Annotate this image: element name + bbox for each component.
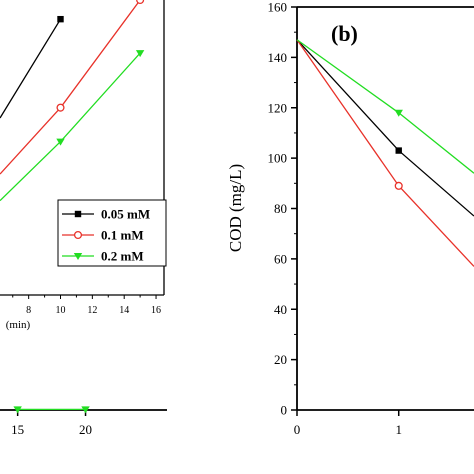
legend-marker-0-2-mm bbox=[73, 253, 83, 260]
inset-line-0-1-mm bbox=[0, 0, 141, 175]
panel-b-point-0-2-mm bbox=[394, 109, 403, 117]
panel-b-y-tick-label: 120 bbox=[268, 100, 288, 115]
legend-marker-0-1-mm bbox=[73, 230, 83, 240]
inset-x-tick-label: 16 bbox=[151, 305, 161, 316]
legend-label-0-05-mm: 0.05 mM bbox=[101, 207, 150, 222]
bottom-left-point-series bbox=[81, 406, 90, 414]
panel-b-x-tick-label: 0 bbox=[294, 422, 301, 437]
inset-point-0-05-mm bbox=[57, 15, 64, 23]
legend-marker-0-05-mm bbox=[74, 210, 82, 218]
inset-point-0-2-mm bbox=[135, 50, 145, 58]
panel-b-line-0-1-mm bbox=[296, 39, 474, 267]
legend-label-0-1-mm: 0.1 mM bbox=[101, 228, 144, 243]
inset-x-tick-label: 14 bbox=[119, 305, 129, 316]
legend-label-0-2-mm: 0.2 mM bbox=[101, 249, 144, 264]
series-markers bbox=[13, 0, 403, 414]
inset-line-0-05-mm bbox=[0, 18, 62, 119]
inset-point-0-2-mm bbox=[56, 138, 65, 146]
panel-b-line-0-2-mm bbox=[296, 39, 474, 174]
panel-b-point-0-1-mm bbox=[394, 181, 403, 190]
inset-legend: 0.05 mM 0.1 mM 0.2 mM bbox=[57, 199, 167, 267]
panel-b-y-tick-label: 100 bbox=[268, 151, 288, 166]
panel-b-y-tick-label: 140 bbox=[268, 50, 288, 65]
panel-b-x-tick-label: 1 bbox=[395, 422, 402, 437]
panel-b-y-tick-label: 20 bbox=[274, 352, 287, 367]
panel-b-y-axis-label: COD (mg/L) bbox=[226, 164, 245, 252]
panel-b-y-tick-label: 160 bbox=[268, 0, 288, 15]
panel-b-label: (b) bbox=[331, 21, 358, 46]
panel-b-y-tick-label: 60 bbox=[274, 251, 287, 266]
inset-x-tick-label: 10 bbox=[56, 305, 66, 316]
inset-point-0-1-mm bbox=[56, 103, 65, 112]
panel-b-y-tick-label: 40 bbox=[274, 302, 287, 317]
inset-line-0-2-mm bbox=[0, 52, 141, 202]
panel-b-point-0-05-mm bbox=[395, 147, 402, 154]
inset-point-0-1-mm bbox=[136, 0, 145, 5]
inset-x-tick-label: 8 bbox=[26, 305, 31, 316]
inset-x-tick-label: 12 bbox=[87, 305, 97, 316]
panel-b-line-0-05-mm bbox=[296, 39, 474, 217]
panel-b-y-tick-label: 0 bbox=[281, 403, 288, 418]
bottom-left-x-tick-label: 15 bbox=[11, 422, 24, 437]
bottom-left-x-tick-label: 20 bbox=[79, 422, 92, 437]
inset-x-axis-label: (min) bbox=[6, 319, 31, 331]
panel-b-y-tick-label: 80 bbox=[274, 201, 287, 216]
bottom-left-point-series bbox=[13, 406, 22, 414]
